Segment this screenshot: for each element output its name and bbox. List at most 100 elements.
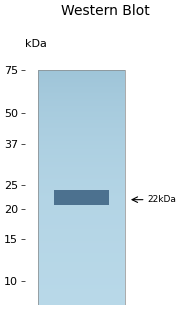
Bar xyxy=(38,126,125,127)
Bar xyxy=(38,170,125,171)
Bar xyxy=(38,146,125,147)
Bar xyxy=(54,189,109,205)
Bar xyxy=(38,217,125,219)
Bar xyxy=(38,292,125,296)
Bar xyxy=(38,110,125,111)
Bar xyxy=(38,238,125,241)
Bar xyxy=(38,123,125,124)
Bar xyxy=(38,87,125,88)
Bar xyxy=(38,175,125,176)
Bar xyxy=(38,134,125,135)
Text: 22kDa: 22kDa xyxy=(147,195,176,204)
Bar xyxy=(38,104,125,105)
Bar xyxy=(38,127,125,128)
Bar xyxy=(38,183,125,184)
Bar xyxy=(38,131,125,132)
Bar xyxy=(38,274,125,278)
Bar xyxy=(38,278,125,281)
Bar xyxy=(38,70,125,71)
Bar xyxy=(38,124,125,125)
Bar xyxy=(38,135,125,136)
Bar xyxy=(38,130,125,131)
Bar xyxy=(38,75,125,76)
Bar xyxy=(38,184,125,186)
Bar xyxy=(38,117,125,118)
Bar xyxy=(38,219,125,221)
Bar xyxy=(38,125,125,126)
Bar xyxy=(38,89,125,90)
Bar xyxy=(38,88,125,89)
Bar xyxy=(38,271,125,274)
Bar xyxy=(38,73,125,74)
Bar xyxy=(38,168,125,169)
Bar xyxy=(38,74,125,75)
Bar xyxy=(38,223,125,225)
Bar xyxy=(38,109,125,110)
Bar xyxy=(38,231,125,234)
Bar xyxy=(38,136,125,137)
Bar xyxy=(38,163,125,164)
Bar xyxy=(38,200,125,201)
Bar xyxy=(38,246,125,248)
Bar xyxy=(38,78,125,79)
Bar xyxy=(38,82,125,83)
Bar xyxy=(38,186,125,188)
Bar xyxy=(38,116,125,117)
Bar xyxy=(38,96,125,97)
Bar xyxy=(38,86,125,87)
Bar xyxy=(38,192,125,193)
Bar xyxy=(38,236,125,238)
Bar xyxy=(38,103,125,104)
Text: kDa: kDa xyxy=(25,39,47,49)
Bar xyxy=(38,208,125,210)
Bar xyxy=(38,108,125,109)
Bar xyxy=(38,229,125,231)
Bar xyxy=(38,119,125,120)
Bar xyxy=(38,94,125,95)
Bar xyxy=(38,79,125,80)
Bar xyxy=(38,132,125,133)
Bar xyxy=(38,100,125,101)
Bar xyxy=(38,241,125,243)
Bar xyxy=(38,215,125,217)
Bar xyxy=(38,84,125,85)
Bar xyxy=(38,133,125,134)
Bar xyxy=(38,205,125,206)
Bar xyxy=(38,92,125,93)
Bar xyxy=(38,158,125,159)
Bar xyxy=(38,285,125,289)
Bar xyxy=(38,76,125,77)
Bar xyxy=(38,140,125,141)
Bar xyxy=(38,159,125,160)
Bar xyxy=(38,102,125,103)
Bar xyxy=(38,169,125,170)
Bar xyxy=(38,93,125,94)
Bar xyxy=(38,256,125,259)
Bar xyxy=(38,262,125,265)
Bar xyxy=(38,137,125,138)
Bar xyxy=(38,139,125,140)
Bar xyxy=(38,182,125,183)
Bar xyxy=(38,112,125,113)
Bar xyxy=(38,190,125,192)
Bar xyxy=(38,144,125,145)
Bar xyxy=(38,121,125,122)
Bar xyxy=(38,141,125,142)
Bar xyxy=(38,105,125,106)
Bar xyxy=(38,195,125,197)
Bar xyxy=(38,95,125,96)
Bar xyxy=(38,70,125,305)
Bar xyxy=(38,111,125,112)
Bar xyxy=(38,145,125,146)
Bar xyxy=(38,148,125,149)
Bar xyxy=(38,77,125,78)
Bar xyxy=(38,203,125,205)
Bar xyxy=(38,198,125,200)
Bar xyxy=(38,153,125,154)
Bar xyxy=(38,114,125,115)
Bar xyxy=(38,251,125,253)
Bar xyxy=(38,180,125,182)
Bar xyxy=(38,289,125,292)
Bar xyxy=(38,161,125,162)
Bar xyxy=(38,173,125,174)
